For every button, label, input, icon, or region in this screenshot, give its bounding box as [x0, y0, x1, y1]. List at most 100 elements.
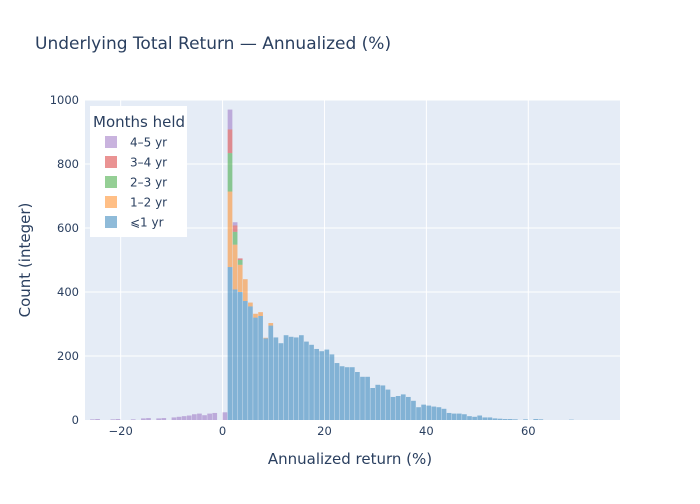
y-tick-label: 1000 [50, 93, 79, 107]
histogram-bar [192, 414, 197, 420]
histogram-bar [131, 419, 136, 420]
histogram-bar [177, 417, 182, 420]
histogram-bar [411, 401, 416, 420]
histogram-bar [437, 407, 442, 420]
histogram-bar [146, 418, 151, 420]
histogram-bar [482, 417, 487, 420]
legend-label: 2–3 yr [130, 176, 167, 190]
histogram-bar [95, 419, 100, 420]
histogram-bar [161, 418, 166, 420]
x-tick-label: 60 [521, 424, 536, 438]
legend-label: 4–5 yr [130, 136, 167, 150]
histogram-bar [375, 385, 380, 420]
histogram-bar [452, 414, 457, 420]
histogram-bar [533, 419, 538, 420]
histogram-bar [284, 335, 289, 420]
histogram-bar [381, 385, 386, 420]
y-tick-label: 600 [57, 221, 79, 235]
histogram-bar [279, 343, 284, 420]
histogram-bar [355, 372, 360, 420]
histogram-bar [416, 407, 421, 420]
histogram-bar [513, 419, 518, 420]
histogram-bar [477, 416, 482, 420]
histogram-bar [345, 367, 350, 420]
histogram-bar [365, 377, 370, 420]
histogram-bar [253, 318, 258, 420]
histogram-bar [228, 267, 233, 420]
histogram-bar [212, 413, 217, 420]
histogram-bar [248, 303, 253, 307]
x-tick-label: −20 [109, 424, 133, 438]
histogram-bar [447, 413, 452, 420]
histogram-bar [263, 338, 268, 420]
histogram-bar [228, 192, 233, 268]
histogram-bar [202, 415, 207, 420]
histogram-bar [116, 419, 121, 420]
histogram-bar [258, 316, 263, 420]
histogram-bar [268, 326, 273, 420]
x-tick-label: 40 [419, 424, 434, 438]
legend: Months held 4–5 yr3–4 yr2–3 yr1–2 yr⩽1 y… [90, 106, 187, 237]
histogram-bar [223, 412, 228, 420]
histogram-bar [233, 232, 238, 245]
histogram-bar [493, 418, 498, 420]
histogram-bar [488, 417, 493, 420]
x-tick-label: 0 [219, 424, 226, 438]
histogram-bar [426, 406, 431, 420]
legend-label: 3–4 yr [130, 156, 167, 170]
histogram-bar [360, 377, 365, 420]
x-tick-label: 20 [317, 424, 332, 438]
legend-title: Months held [93, 113, 185, 131]
y-tick-label: 0 [72, 413, 79, 427]
histogram-bar [289, 337, 294, 420]
histogram-bar [248, 306, 253, 420]
histogram-bar [233, 289, 238, 420]
histogram-bar [156, 418, 161, 420]
histogram-bar [503, 419, 508, 420]
histogram-bar [442, 409, 447, 420]
histogram-bar [467, 416, 472, 420]
x-axis-ticks: −20 0 20 40 60 [109, 424, 536, 438]
histogram-bar [340, 366, 345, 420]
histogram-bar [228, 129, 233, 153]
histogram-bar [243, 301, 248, 420]
histogram-bar [233, 245, 238, 290]
histogram-bar [309, 345, 314, 420]
legend-label: ⩽1 yr [130, 216, 164, 230]
legend-swatch [105, 196, 117, 208]
histogram-bar [406, 397, 411, 420]
histogram-bar [523, 419, 528, 420]
histogram-bar [110, 419, 115, 420]
y-axis-ticks: 0 200 400 600 800 1000 [50, 93, 79, 427]
histogram-bar [498, 419, 503, 420]
histogram-bar [335, 363, 340, 420]
histogram-bar [253, 314, 258, 318]
y-tick-label: 400 [57, 285, 79, 299]
histogram-bar [330, 354, 335, 420]
histogram-bar [274, 337, 279, 420]
histogram-bar [238, 260, 243, 265]
histogram-bar [508, 419, 513, 420]
histogram-bar [457, 414, 462, 420]
histogram-bar [228, 153, 233, 191]
legend-swatch [105, 216, 117, 228]
histogram-bar [370, 388, 375, 420]
histogram-bar [263, 338, 268, 339]
y-axis-title: Count (integer) [16, 203, 34, 318]
x-axis-title: Annualized return (%) [268, 450, 432, 468]
legend-swatch [105, 176, 117, 188]
histogram-bar [401, 394, 406, 420]
histogram-bar [243, 279, 248, 301]
histogram-bar [90, 419, 95, 420]
histogram-bar [238, 265, 243, 292]
y-tick-label: 800 [57, 157, 79, 171]
histogram-bar [141, 418, 146, 420]
histogram-bar [268, 323, 273, 326]
histogram-bar [182, 416, 187, 420]
histogram-bar [431, 407, 436, 420]
chart-title: Underlying Total Return — Annualized (%) [35, 34, 391, 54]
y-tick-label: 200 [57, 349, 79, 363]
histogram-bar [238, 292, 243, 420]
histogram-bar [324, 350, 329, 420]
